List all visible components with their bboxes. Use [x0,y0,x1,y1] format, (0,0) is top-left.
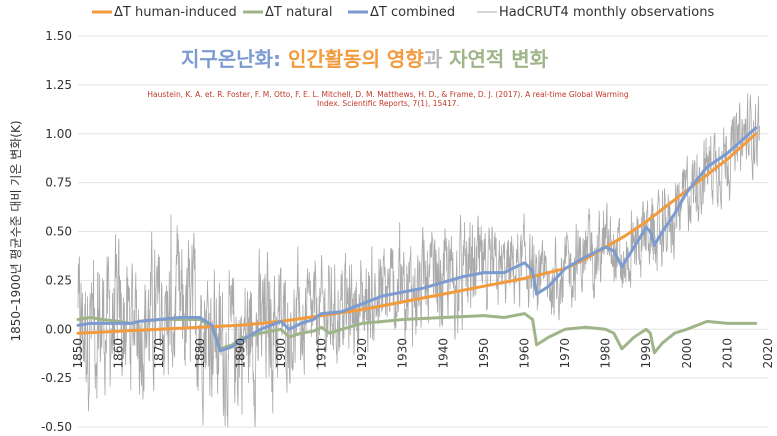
y-tick-label: 1.50 [45,29,72,43]
legend-label: HadCRUT4 monthly observations [499,5,714,20]
citation-line-2: Index. Scientific Reports, 7(1), 15417. [317,99,459,108]
y-tick-label: 0.00 [45,322,72,336]
x-tick-label: 1970 [558,338,572,369]
x-tick-label: 1960 [517,338,531,369]
x-tick-label: 1850 [71,338,85,369]
legend: ΔT human-induced ΔT natural ΔT combined Had… [92,5,714,20]
y-tick-label: 0.50 [45,225,72,239]
x-tick-label: 1900 [274,338,288,369]
hadcrut4-observations-line [77,93,760,428]
x-tick-label: 2020 [761,338,775,369]
x-tick-label: 2010 [720,338,734,369]
series-lines [76,126,758,355]
series-line--t-human-induced [76,132,758,335]
x-tick-label: 1990 [639,338,653,369]
title-part: 지구온난화: [181,47,288,71]
chart-title: 지구온난화: 인간활동의 영향과 자연적 변화 [181,47,549,71]
x-tick-label: 1880 [193,338,207,369]
x-axis-ticks: 1850 1860 1870 1880 1890 1900 1910 1920 1930 1940… [71,338,775,369]
x-tick-label: 1910 [315,338,329,369]
y-axis-label: 1850–1900년 평균수준 대비 기온 변화(K) [9,120,23,341]
legend-label: ΔT combined [370,5,455,20]
series-line--t-natural [76,312,758,355]
series-line--t-combined [76,126,758,353]
y-tick-label: -0.50 [41,420,72,434]
observations-series [77,93,760,428]
title-part: 자연적 변화 [449,47,549,71]
title-part: 인간활동의 영향 [288,47,424,71]
y-axis-ticks: -0.50 -0.25 0.00 0.25 0.50 0.75 1.00 1.25 1.50 [41,29,72,434]
citation-line-1: Haustein, K. A. et. R. Foster, F. M. Ott… [147,90,628,99]
x-tick-label: 1890 [233,338,247,369]
x-tick-label: 1940 [436,338,450,369]
x-tick-label: 1950 [477,338,491,369]
y-tick-label: 1.00 [45,127,72,141]
legend-label: ΔT natural [265,5,332,20]
y-tick-label: -0.25 [41,371,72,385]
legend-label: ΔT human-induced [114,5,237,20]
x-tick-label: 1870 [152,338,166,369]
title-part: 과 [424,47,449,71]
y-tick-label: 0.25 [45,273,72,287]
x-tick-label: 1920 [355,338,369,369]
x-tick-label: 1930 [396,338,410,369]
x-tick-label: 1860 [112,338,126,369]
x-tick-label: 1980 [599,338,613,369]
y-tick-label: 0.75 [45,176,72,190]
x-tick-label: 2000 [680,338,694,369]
y-tick-label: 1.25 [45,78,72,92]
